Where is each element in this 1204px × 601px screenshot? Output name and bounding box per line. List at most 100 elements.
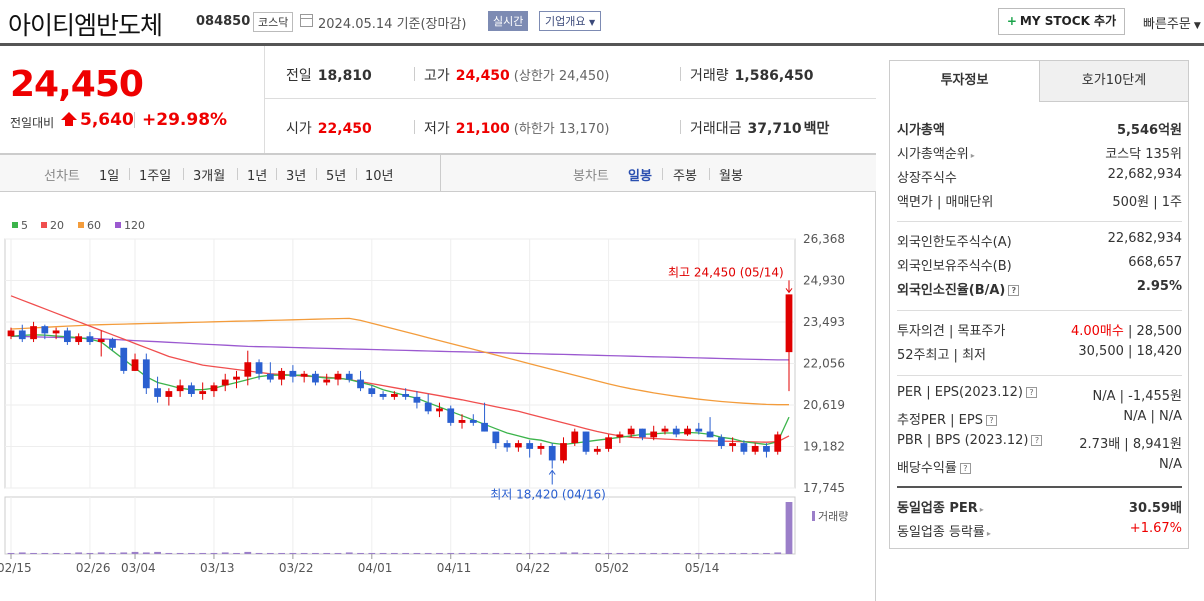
prev-close-label: 전일 <box>286 68 312 84</box>
chevron-down-icon: ▼ <box>588 18 596 27</box>
volume-bar <box>390 552 398 554</box>
info-tabs: 투자정보 호가10단계 <box>890 61 1188 102</box>
candle-body <box>639 428 646 438</box>
price-chart: 26,368 24,930 23,493 22,056 20,619 19,182 17,7… <box>0 192 876 601</box>
volume-bar <box>41 552 49 554</box>
info-row-label: 52주최고 | 최저 <box>897 348 986 363</box>
divider <box>237 168 238 180</box>
info-row: 추정PER | EPS? N/A | N/A <box>897 405 1182 429</box>
realtime-button[interactable]: 실시간 <box>488 11 529 31</box>
divider <box>680 120 681 134</box>
help-icon[interactable]: ? <box>1008 285 1020 296</box>
candle-body <box>244 362 252 377</box>
candle-body <box>424 402 432 412</box>
help-icon[interactable]: ? <box>985 415 997 426</box>
upper-limit-arrow-icon <box>61 112 77 126</box>
info-row: 상장주식수 22,682,934 <box>897 163 1182 187</box>
value-text: | 28,500 <box>1123 324 1182 339</box>
candle-body <box>774 434 782 452</box>
tab-candle-monthly[interactable]: 월봉 <box>719 169 743 184</box>
candle-body <box>436 408 443 412</box>
candle-body <box>221 379 229 386</box>
info-row: 시가총액 5,546억원 <box>897 115 1182 139</box>
stock-header: 아이티엠반도체 084850 코스닥 2024.05.14 기준(장마감) 실시… <box>0 0 1204 46</box>
volume-bar <box>424 552 432 554</box>
candle-body <box>154 388 161 397</box>
x-tick-label: 05/02 <box>595 561 630 575</box>
legend-swatch <box>41 222 47 228</box>
info-row-value: N/A | N/A <box>1123 409 1182 424</box>
help-icon[interactable]: ? <box>959 463 971 474</box>
lower-limit: (하한가 13,170) <box>513 122 610 137</box>
info-row-value: 코스닥 135위 <box>1105 143 1182 162</box>
tab-period-1y[interactable]: 1년 <box>247 169 268 184</box>
candle-body <box>447 408 455 423</box>
volume-bar <box>560 552 567 554</box>
volume-bar <box>740 552 748 554</box>
candle-body <box>345 373 353 380</box>
tab-invest-info[interactable]: 투자정보 <box>890 61 1040 102</box>
candlestick-chart: 26,368 24,930 23,493 22,056 20,619 19,182 17,7… <box>0 219 848 575</box>
info-section-opinion: 투자의견 | 목표주가 4.00매수 | 28,500 52주최고 | 최저 30,5… <box>897 316 1182 364</box>
candle-body <box>109 339 116 348</box>
tab-period-3m[interactable]: 3개월 <box>193 169 226 184</box>
tab-period-1w[interactable]: 1주일 <box>139 169 172 184</box>
candle-body <box>86 336 94 343</box>
info-row: 동일업종 등락률 ▸ +1.67% <box>897 517 1182 541</box>
open-price-label: 시가 <box>286 121 312 137</box>
quick-order-button[interactable]: 빠른주문 ▼ <box>1143 13 1201 32</box>
tab-period-5y[interactable]: 5년 <box>326 169 347 184</box>
chevron-right-icon[interactable]: ▸ <box>986 529 991 538</box>
volume-bar <box>233 552 240 554</box>
info-row-label: 시가총액 <box>897 123 945 138</box>
info-row-value: N/A <box>1159 457 1182 472</box>
investment-info-panel: 투자정보 호가10단계 시가총액 5,546억원 시가총액순위 ▸ 코스닥 135위 상장… <box>889 60 1189 549</box>
change-rate: +29.98% <box>142 110 228 130</box>
tab-order-book[interactable]: 호가10단계 <box>1040 61 1188 102</box>
info-row-value: 4.00매수 | 28,500 <box>1071 320 1182 339</box>
tab-period-10y[interactable]: 10년 <box>365 169 394 184</box>
volume-bar <box>650 552 658 554</box>
divider <box>414 67 415 81</box>
info-row: 투자의견 | 목표주가 4.00매수 | 28,500 <box>897 316 1182 340</box>
candle-body <box>616 434 624 438</box>
info-row-value: 2.95% <box>1137 279 1182 294</box>
divider <box>414 120 415 134</box>
info-row-label: 배당수익률? <box>897 457 971 476</box>
info-row-value: +1.67% <box>1130 521 1182 536</box>
help-icon[interactable]: ? <box>1025 387 1037 398</box>
tab-candle-weekly[interactable]: 주봉 <box>673 169 697 184</box>
volume-bar <box>548 552 556 554</box>
candle-body <box>63 330 71 343</box>
ma120-line <box>10 335 789 361</box>
ma5-line <box>10 334 790 446</box>
divider <box>276 168 277 180</box>
corp-overview-dropdown[interactable]: 기업개요 ▼ <box>539 11 602 31</box>
high-price-value: 24,450 <box>455 68 510 84</box>
volume-bar <box>244 551 252 554</box>
value-text: 30,500 | 18,420 <box>1078 344 1182 359</box>
volume-bar <box>616 552 624 554</box>
tab-candle-daily[interactable]: 일봉 <box>628 169 652 184</box>
candle-body <box>52 330 60 334</box>
volume-bar <box>413 552 421 554</box>
volume-bar <box>30 552 37 554</box>
info-row-label: PBR | BPS (2023.12)? <box>897 433 1043 448</box>
chevron-right-icon[interactable]: ▸ <box>970 151 975 160</box>
candle-body <box>526 443 534 449</box>
candle-body <box>323 379 331 383</box>
candle-body <box>233 376 240 380</box>
tab-period-3y[interactable]: 3년 <box>286 169 307 184</box>
chevron-right-icon[interactable]: ▸ <box>979 505 984 514</box>
tab-period-1d[interactable]: 1일 <box>99 169 120 184</box>
info-row-value: 500원 | 1주 <box>1112 191 1182 210</box>
open-price-value: 22,450 <box>317 121 372 137</box>
change-label: 전일대비 <box>10 116 55 130</box>
help-icon[interactable]: ? <box>1031 435 1043 446</box>
divider <box>129 168 130 180</box>
candle-body <box>120 347 128 371</box>
value-text: N/A <box>1159 457 1182 472</box>
plus-icon: + <box>1006 14 1017 28</box>
volume-bar <box>402 552 410 554</box>
add-mystock-button[interactable]: + MY STOCK 추가 <box>998 8 1125 35</box>
